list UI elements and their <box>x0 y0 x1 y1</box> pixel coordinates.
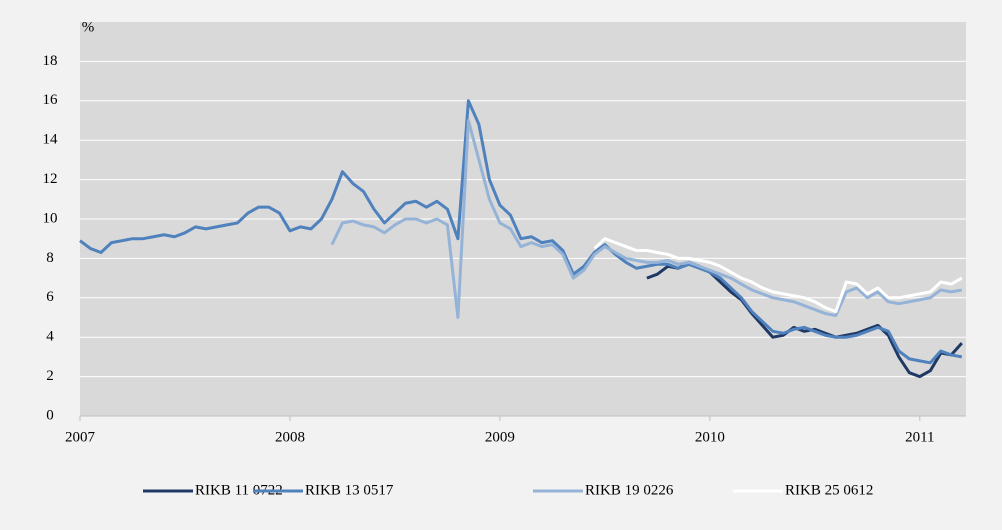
legend-label: RIKB 19 0226 <box>585 482 674 498</box>
legend-label: RIKB 11 0722 <box>195 482 283 498</box>
y-tick-label: 10 <box>43 210 58 226</box>
x-tick-label: 2011 <box>905 429 934 445</box>
y-tick-label: 12 <box>43 171 58 187</box>
y-unit-label: % <box>82 19 95 35</box>
x-tick-label: 2010 <box>695 429 725 445</box>
x-tick-label: 2007 <box>65 429 96 445</box>
series-line <box>593 237 963 314</box>
series-line <box>330 119 963 319</box>
y-tick-label: 8 <box>46 250 54 266</box>
y-tick-label: 16 <box>43 92 59 108</box>
legend-label: RIKB 13 0517 <box>305 482 394 498</box>
series-line <box>79 99 963 365</box>
y-tick-label: 0 <box>46 407 54 423</box>
x-tick-label: 2009 <box>485 429 515 445</box>
x-tick-label: 2008 <box>275 429 305 445</box>
y-tick-label: 6 <box>46 289 54 305</box>
y-tick-label: 14 <box>43 132 59 148</box>
y-tick-label: 2 <box>46 368 54 384</box>
y-tick-label: 4 <box>46 329 54 345</box>
y-tick-label: 18 <box>43 53 58 69</box>
legend-label: RIKB 25 0612 <box>785 482 873 498</box>
